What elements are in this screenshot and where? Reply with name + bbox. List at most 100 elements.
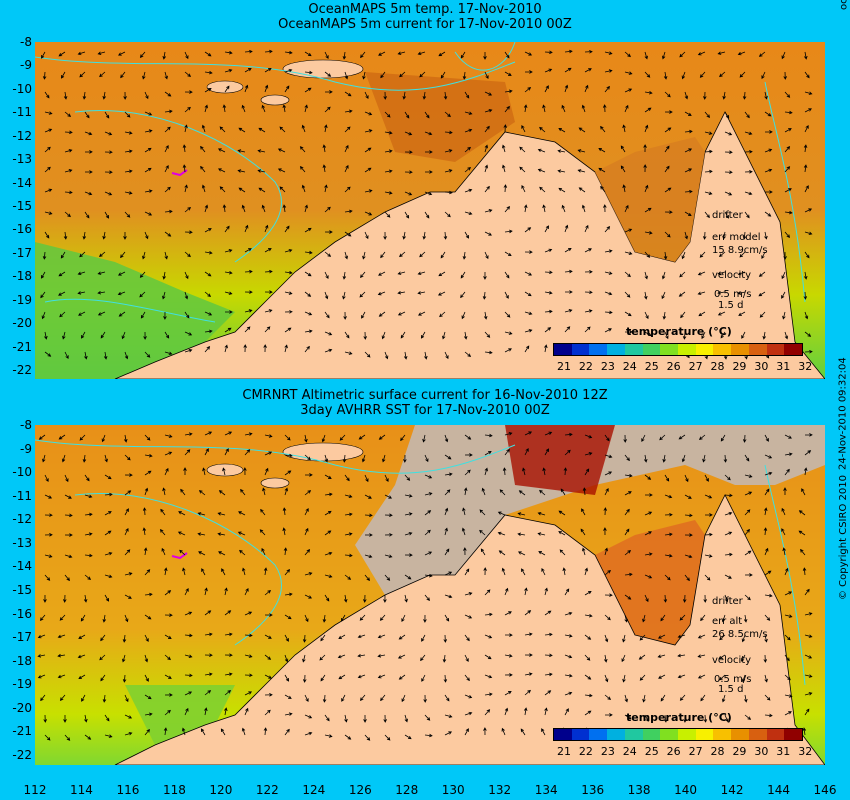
current-arrow (484, 251, 489, 260)
current-arrow (704, 554, 713, 558)
current-arrow (263, 344, 267, 353)
current-arrow (164, 165, 169, 173)
current-arrow (342, 271, 347, 280)
current-arrow (744, 694, 748, 703)
current-arrow (803, 164, 808, 173)
current-arrow (598, 147, 606, 153)
current-arrow (404, 150, 413, 154)
current-arrow (284, 674, 290, 682)
current-arrow (584, 452, 593, 456)
current-arrow (664, 494, 673, 499)
current-arrow (184, 673, 193, 678)
current-arrow (624, 508, 630, 516)
current-arrow (684, 148, 693, 153)
colorbar-swatch (731, 344, 749, 355)
current-arrow (121, 654, 126, 663)
current-arrow (542, 104, 546, 113)
current-arrow (664, 127, 672, 133)
current-arrow (684, 574, 690, 582)
current-arrow (344, 714, 348, 723)
current-arrow (304, 70, 313, 75)
current-arrow (184, 90, 193, 94)
bottom-map-panel (35, 425, 825, 765)
current-arrow (383, 231, 387, 240)
current-arrow (224, 448, 229, 456)
current-arrow (244, 587, 249, 596)
current-arrow (464, 146, 471, 153)
current-arrow (784, 91, 791, 98)
current-arrow (524, 689, 531, 696)
colorbar-swatch (589, 344, 608, 355)
top-velocity-label: velocity (712, 270, 752, 281)
current-arrow (743, 614, 748, 623)
current-arrow (684, 494, 692, 499)
current-arrow (258, 127, 266, 133)
current-arrow (64, 111, 72, 117)
bottom-velocity-value: 0.5 m/s (714, 674, 752, 685)
current-arrow (284, 487, 289, 496)
current-arrow (102, 91, 106, 100)
current-arrow (184, 311, 190, 319)
current-arrow (804, 433, 813, 437)
y-tick-label: -17 (12, 630, 32, 645)
current-arrow (584, 270, 593, 274)
current-arrow (302, 634, 307, 643)
y-tick-label: -8 (20, 35, 32, 49)
current-arrow (204, 329, 213, 334)
current-arrow (84, 734, 92, 740)
current-arrow (263, 727, 268, 736)
current-arrow (104, 551, 113, 556)
current-arrow (422, 231, 427, 240)
current-arrow (739, 251, 746, 258)
current-arrow (60, 71, 66, 79)
current-arrow (58, 271, 66, 277)
current-arrow (798, 530, 806, 536)
current-arrow (604, 310, 613, 315)
current-arrow (484, 108, 493, 113)
y-tick-label: -20 (12, 700, 32, 715)
current-arrow (304, 614, 309, 623)
current-arrow (184, 206, 192, 213)
current-arrow (764, 634, 768, 643)
current-arrow (237, 531, 246, 536)
current-arrow (564, 84, 569, 93)
current-arrow (758, 51, 766, 57)
current-arrow (163, 727, 168, 736)
current-arrow (184, 588, 189, 596)
current-arrow (620, 165, 626, 173)
current-arrow (717, 271, 726, 275)
current-arrow (724, 594, 729, 603)
current-arrow (304, 508, 309, 516)
current-arrow (504, 271, 510, 279)
current-arrow (701, 331, 706, 340)
current-arrow (182, 164, 187, 173)
current-arrow (444, 211, 451, 218)
current-arrow (564, 432, 573, 437)
current-arrow (564, 654, 573, 659)
current-arrow (417, 271, 426, 276)
current-arrow (364, 189, 373, 193)
current-arrow (42, 71, 47, 80)
current-arrow (217, 148, 226, 153)
current-arrow (44, 146, 51, 153)
current-arrow (684, 474, 689, 483)
current-arrow (364, 211, 373, 216)
current-arrow (244, 326, 251, 333)
current-arrow (204, 291, 212, 298)
current-arrow (383, 714, 387, 723)
current-arrow (784, 634, 791, 641)
current-arrow (744, 594, 751, 601)
current-arrow (304, 473, 313, 477)
current-arrow (84, 211, 90, 219)
current-arrow (463, 487, 468, 496)
current-arrow (58, 51, 66, 57)
current-arrow (224, 707, 228, 716)
current-arrow (643, 454, 648, 463)
current-arrow (382, 454, 386, 463)
current-arrow (357, 634, 366, 639)
colorbar-swatch (642, 729, 661, 740)
current-arrow (324, 184, 328, 193)
current-arrow (664, 91, 671, 98)
x-tick-label: 124 (302, 783, 326, 797)
current-arrow (64, 149, 73, 153)
